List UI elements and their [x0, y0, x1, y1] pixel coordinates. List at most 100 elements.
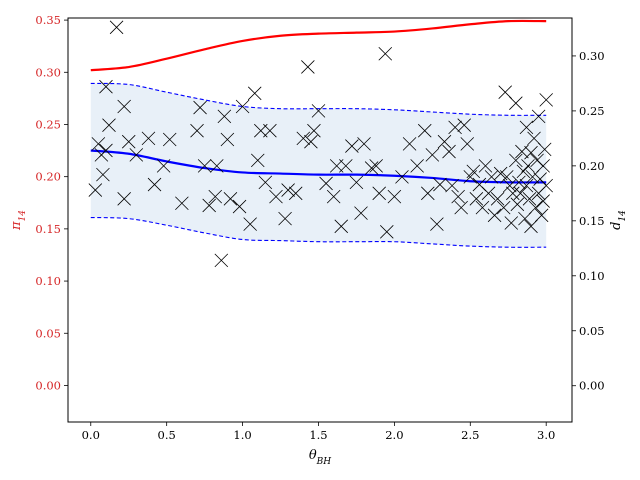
series-layer	[90, 19, 547, 248]
scatter-point	[214, 253, 229, 268]
scatter-point	[369, 159, 383, 173]
scatter-point	[96, 167, 110, 182]
scatter-point	[402, 137, 417, 151]
scatter-point	[513, 186, 528, 201]
scatter-point	[509, 96, 523, 110]
scatter-point	[263, 123, 277, 138]
scatter-point	[433, 177, 447, 192]
plot-frame	[67, 17, 573, 423]
scatter-point	[141, 131, 156, 146]
scatter-point	[536, 194, 550, 208]
scatter-point	[475, 200, 490, 215]
scatter-point	[217, 109, 232, 124]
scatter-point	[481, 186, 496, 201]
scatter-point	[430, 217, 444, 231]
scatter-point	[190, 123, 204, 138]
scatter-point	[380, 225, 394, 239]
scatter-point	[117, 99, 131, 114]
scatter-point	[235, 99, 250, 114]
scatter-point	[522, 192, 537, 206]
scatter-point	[307, 123, 321, 138]
x-tick-label: 0.5	[158, 428, 176, 442]
scatter-point	[490, 192, 505, 206]
scatter-point	[243, 217, 257, 231]
scatter-point	[460, 137, 475, 151]
scatter-point	[339, 159, 353, 173]
scatter-point	[499, 170, 514, 184]
scatter-point	[197, 159, 212, 173]
scatter-point	[109, 20, 124, 35]
y-right-tick-label: 0.05	[579, 324, 605, 338]
y-right-tick-label: 0.25	[579, 104, 605, 118]
scatter-point	[281, 183, 295, 197]
scatter-point	[102, 118, 116, 132]
scatter-point	[521, 159, 535, 173]
scatter-point	[220, 132, 235, 147]
y-axis-right-label: d14	[609, 210, 628, 230]
scatter-point	[99, 143, 113, 158]
scatter-point	[162, 132, 177, 147]
scatter-point	[147, 177, 162, 192]
upper-band-line	[90, 82, 547, 116]
y-left-tick-label: 0.15	[35, 222, 61, 236]
scatter-point	[410, 159, 424, 173]
axes-layer: 0.0 0.5 1.0 1.5 2.0 2.5 3.0 0.00 0.05 0.10 0.15 0.2…	[35, 13, 604, 442]
scatter-point	[223, 192, 238, 206]
y-right-tick-label: 0.10	[579, 269, 605, 283]
y-right-tick-label: 0.20	[579, 159, 605, 173]
scatter-point	[454, 200, 468, 215]
scatter-point	[202, 198, 216, 213]
scatter-point	[478, 159, 493, 173]
scatter-point	[301, 60, 315, 74]
scatter-point	[417, 123, 432, 138]
scatter-point	[504, 216, 519, 230]
red-line	[90, 19, 547, 72]
y-left-tick-label: 0.30	[35, 65, 61, 79]
x-tick-label: 2.5	[461, 428, 479, 442]
y-left-tick-label: 0.35	[35, 13, 61, 27]
scatter-point	[88, 183, 103, 197]
scatter-point	[311, 104, 326, 118]
scatter-point	[537, 142, 552, 157]
scatter-point	[536, 159, 550, 173]
scatter-point	[278, 211, 292, 226]
y-right-tick-label: 0.15	[579, 214, 605, 228]
scatter-point	[466, 164, 481, 179]
y-left-tick-label: 0.20	[35, 170, 61, 184]
scatter-point	[208, 189, 223, 204]
scatter-point	[156, 159, 171, 173]
scatter-point	[250, 153, 265, 168]
scatter-point	[354, 206, 368, 220]
scatter-point	[345, 139, 359, 153]
y-left-tick-label: 0.10	[35, 274, 61, 288]
scatter-point	[319, 176, 333, 191]
scatter-point	[193, 100, 207, 115]
y-right-tick-label: 0.30	[579, 49, 605, 63]
scatter-point	[129, 148, 144, 162]
y-axis-left-label: π14	[9, 210, 28, 231]
scatter-point	[516, 164, 531, 179]
scatter-point	[524, 145, 538, 160]
blue-mean-line	[90, 149, 547, 184]
scatter-point	[91, 137, 106, 151]
scatter-point	[487, 208, 502, 223]
scatter-point	[269, 189, 283, 204]
scatter-point	[539, 93, 553, 107]
y-left-tick-label: 0.00	[35, 378, 61, 392]
lower-band-line	[90, 216, 547, 248]
confidence-band-layer	[90, 83, 547, 248]
scatter-point	[378, 46, 393, 61]
y-left-tick-label: 0.05	[35, 326, 61, 340]
x-tick-label: 1.0	[233, 428, 251, 442]
scatter-point	[387, 189, 402, 204]
scatter-point	[209, 159, 224, 173]
x-axis-label: θBH	[309, 448, 331, 467]
scatter-point	[512, 175, 526, 190]
scatter-point	[258, 175, 273, 190]
scatter-point	[510, 197, 525, 212]
scatter-point	[372, 186, 386, 201]
scatter-point	[519, 120, 534, 135]
scatter-point	[364, 161, 379, 175]
scatter-point	[509, 153, 523, 168]
